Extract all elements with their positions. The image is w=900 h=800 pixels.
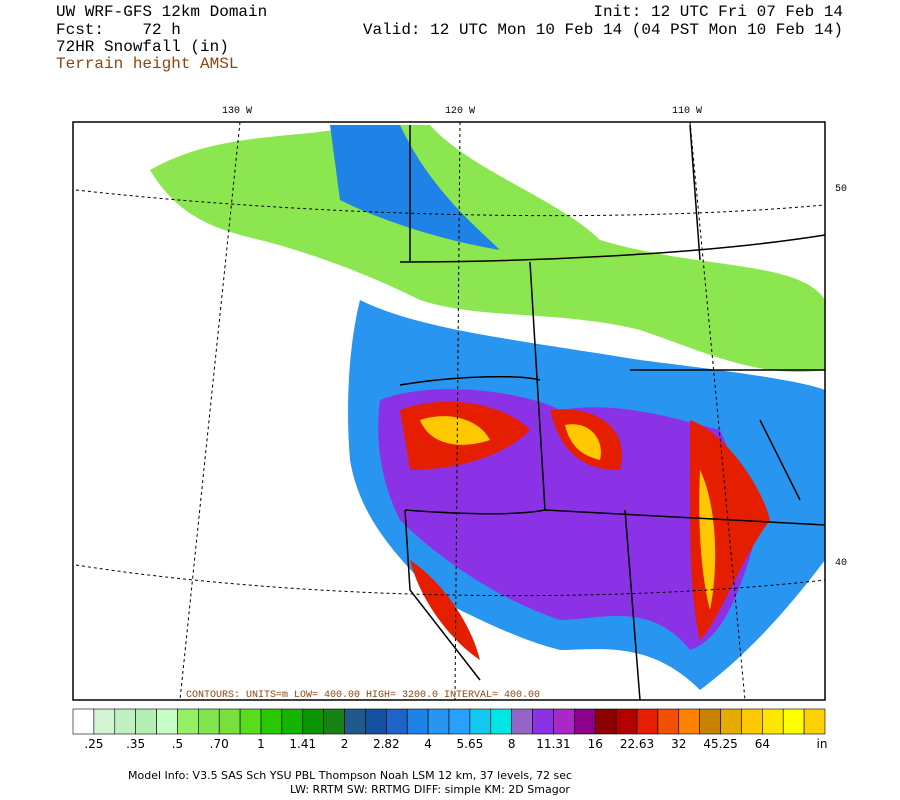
init-time: Init: 12 UTC Fri 07 Feb 14 [593, 3, 843, 21]
color-swatch [135, 708, 157, 735]
color-swatch [594, 708, 617, 735]
color-swatch [406, 708, 429, 735]
color-swatch [469, 708, 492, 735]
color-swatch [218, 708, 241, 735]
colorbar: .25 .35 .5 .70 1 1.41 2 2.82 4 5.65 8 11.31 16 22.63 3… [72, 708, 828, 751]
color-swatch [427, 708, 450, 735]
color-swatch [93, 708, 116, 735]
color-swatch [678, 708, 700, 735]
colorbar-unit: in [817, 737, 828, 751]
color-swatch [448, 708, 471, 735]
lat-label: 50 [835, 184, 847, 195]
colorbar-label: .25 [84, 737, 103, 751]
color-swatch [386, 708, 408, 735]
colorbar-label: 8 [508, 737, 516, 751]
color-swatch [239, 708, 262, 735]
colorbar-label: .35 [126, 737, 145, 751]
color-swatch [72, 708, 95, 735]
color-swatch [260, 708, 283, 735]
colorbar-label: 45.25 [703, 737, 737, 751]
map-frame [72, 121, 826, 701]
contour-info: CONTOURS: UNITS=m LOW= 400.00 HIGH= 3200… [186, 690, 540, 701]
color-swatch [114, 708, 136, 735]
color-swatch [302, 708, 324, 735]
color-swatch [657, 708, 680, 735]
lon-label: 130 W [222, 106, 252, 117]
footer: Model Info: V3.5 SAS Sch YSU PBL Thompso… [128, 769, 572, 796]
colorbar-label: 2 [341, 737, 349, 751]
forecast-hour: Fcst: 72 h [56, 21, 181, 39]
color-swatch [156, 708, 178, 735]
color-swatch [782, 708, 805, 735]
colorbar-label: 64 [755, 737, 770, 751]
colorbar-label: .70 [210, 737, 229, 751]
lat-label: 40 [835, 558, 847, 569]
color-swatch [177, 708, 199, 735]
model-info: Model Info: V3.5 SAS Sch YSU PBL Thompso… [128, 769, 572, 782]
snow-peak [420, 416, 716, 610]
model-title: UW WRF-GFS 12km Domain [56, 3, 267, 21]
color-swatch [699, 708, 721, 735]
colorbar-label: 32 [671, 737, 686, 751]
color-swatch [741, 708, 763, 735]
colorbar-label: .5 [172, 737, 183, 751]
color-swatch [532, 708, 554, 735]
colorbar-label: 22.63 [620, 737, 654, 751]
color-swatch [615, 708, 638, 735]
color-swatch [365, 708, 387, 735]
boundary [399, 124, 826, 701]
color-swatch [490, 708, 512, 735]
physics-info: LW: RRTM SW: RRTMG DIFF: simple KM: 2D S… [290, 783, 570, 796]
color-swatch [762, 708, 784, 735]
field-name: 72HR Snowfall (in) [56, 38, 229, 56]
snow-area [330, 125, 500, 250]
colorbar-label: 2.82 [373, 737, 400, 751]
map: 130 W 120 W 110 W 50 40 CONTOURS: UNITS=… [72, 106, 847, 701]
color-swatch [553, 708, 575, 735]
colorbar-label: 5.65 [457, 737, 484, 751]
color-swatch [574, 708, 596, 735]
overlay-name: Terrain height AMSL [56, 55, 238, 73]
color-swatch [198, 708, 220, 735]
longitude-line [179, 121, 746, 701]
color-swatch [511, 708, 533, 735]
header: UW WRF-GFS 12km Domain Fcst: 72 h 72HR S… [56, 3, 843, 73]
color-swatch [636, 708, 659, 735]
valid-time: Valid: 12 UTC Mon 10 Feb 14 (04 PST Mon … [363, 21, 843, 39]
lon-label: 120 W [445, 106, 475, 117]
colorbar-label: 4 [424, 737, 432, 751]
colorbar-label: 16 [588, 737, 603, 751]
colorbar-label: 11.31 [536, 737, 570, 751]
color-swatch [720, 708, 742, 735]
color-swatch [803, 708, 826, 735]
color-swatch [344, 708, 366, 735]
lon-label: 110 W [672, 106, 702, 117]
colorbar-label: 1.41 [289, 737, 316, 751]
map-labels: 130 W 120 W 110 W 50 40 CONTOURS: UNITS=… [186, 106, 847, 701]
snow-area [150, 125, 825, 372]
color-swatch [281, 708, 304, 735]
latitude-line [75, 564, 826, 597]
colorbar-label: 1 [257, 737, 265, 751]
color-swatch [323, 708, 345, 735]
latitude-line [75, 189, 826, 217]
